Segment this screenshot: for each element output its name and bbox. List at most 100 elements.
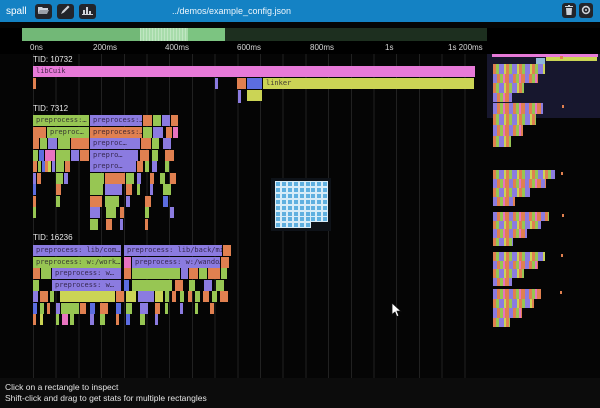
flame-bar[interactable]: [65, 161, 70, 172]
flame-bar[interactable]: [90, 173, 104, 184]
selected-rect-marker[interactable]: [316, 181, 323, 187]
selected-rect-marker[interactable]: [310, 216, 317, 223]
flame-bar[interactable]: [56, 173, 63, 184]
selected-rect-marker[interactable]: [275, 198, 281, 205]
flame-bar[interactable]: [124, 257, 131, 268]
flame-bar[interactable]: [40, 303, 44, 314]
flame-bar[interactable]: linker: [263, 78, 474, 89]
delete-trace-button[interactable]: [562, 3, 576, 18]
flame-bar[interactable]: [153, 115, 161, 126]
selected-rect-marker[interactable]: [286, 222, 293, 229]
flame-bar[interactable]: preproc…: [47, 127, 89, 138]
selected-rect-marker[interactable]: [322, 204, 329, 211]
flame-bar[interactable]: [212, 291, 217, 302]
flame-bar[interactable]: [223, 245, 231, 256]
flame-bar[interactable]: [181, 268, 188, 279]
selected-rect-marker[interactable]: [304, 186, 311, 193]
flame-bar[interactable]: [50, 291, 54, 302]
flame-bar[interactable]: [56, 196, 60, 207]
flame-bar[interactable]: [56, 303, 60, 314]
flame-bar[interactable]: [165, 303, 168, 314]
flame-bar[interactable]: [126, 173, 134, 184]
flame-bar[interactable]: [33, 303, 37, 314]
flame-bar[interactable]: [155, 314, 158, 325]
flame-bar[interactable]: [80, 150, 89, 161]
flame-bar[interactable]: [180, 291, 184, 302]
flame-bar[interactable]: [140, 150, 149, 161]
flame-bar[interactable]: [137, 184, 140, 195]
flame-bar[interactable]: [163, 184, 171, 195]
selected-rect-marker[interactable]: [316, 198, 323, 205]
flame-bar[interactable]: preprocess: w:/wando…: [132, 257, 220, 268]
flame-bar[interactable]: [60, 291, 115, 302]
selected-rect-marker[interactable]: [298, 181, 305, 187]
flame-bar[interactable]: [165, 150, 174, 161]
flame-view-button[interactable]: [78, 3, 96, 19]
flame-bar[interactable]: [71, 150, 79, 161]
selected-rect-marker[interactable]: [292, 186, 299, 193]
flame-bar[interactable]: [143, 115, 152, 126]
selected-rect-marker[interactable]: [298, 198, 305, 205]
flame-bar[interactable]: [180, 303, 183, 314]
selected-rect-marker[interactable]: [292, 210, 299, 217]
selected-rect-marker[interactable]: [280, 181, 287, 187]
flame-bar[interactable]: preproc…: [90, 138, 140, 149]
flame-bar[interactable]: [47, 303, 50, 314]
flame-bar[interactable]: [116, 314, 119, 325]
flame-bar[interactable]: [62, 314, 68, 325]
flame-bar[interactable]: [203, 291, 209, 302]
selected-rect-marker[interactable]: [316, 216, 323, 223]
flame-bar[interactable]: preprocess: w…: [52, 280, 121, 291]
flame-bar[interactable]: [132, 268, 180, 279]
selected-rect-marker[interactable]: [322, 186, 329, 193]
selected-rect-marker[interactable]: [286, 210, 293, 217]
selected-rect-marker[interactable]: [286, 198, 293, 205]
flame-bar[interactable]: [42, 161, 45, 172]
flame-bar[interactable]: [247, 78, 262, 89]
flame-bar[interactable]: [90, 184, 103, 195]
flame-bar[interactable]: prepro…: [90, 150, 138, 161]
flame-bar[interactable]: [173, 127, 178, 138]
flame-bar[interactable]: [141, 138, 151, 149]
selected-rect-marker[interactable]: [310, 186, 317, 193]
selected-rect-marker[interactable]: [322, 210, 329, 217]
edit-button[interactable]: [56, 3, 74, 19]
flame-bar[interactable]: [33, 314, 36, 325]
flame-bar[interactable]: [166, 127, 172, 138]
time-ruler[interactable]: 0ns 200ms 400ms 600ms 800ms 1s 1s 200ms: [0, 41, 600, 54]
flame-bar[interactable]: [150, 184, 153, 195]
flame-bar[interactable]: [137, 173, 141, 184]
flame-bar[interactable]: [48, 161, 51, 172]
flame-bar[interactable]: [33, 291, 38, 302]
selected-rect-marker[interactable]: [304, 216, 311, 223]
flame-bar[interactable]: [90, 196, 102, 207]
flame-bar[interactable]: [45, 150, 55, 161]
flame-bar[interactable]: preprocess:…: [90, 127, 142, 138]
flame-bar[interactable]: [138, 291, 154, 302]
selected-rect-marker[interactable]: [316, 192, 323, 199]
flame-bar[interactable]: [126, 303, 132, 314]
flame-bar[interactable]: [40, 314, 43, 325]
flame-bar[interactable]: [120, 207, 124, 218]
flame-bar[interactable]: [33, 196, 36, 207]
flame-bar[interactable]: [105, 184, 122, 195]
selected-rect-marker[interactable]: [292, 192, 299, 199]
selected-rect-marker[interactable]: [322, 192, 329, 199]
flame-bar[interactable]: [163, 196, 168, 207]
flame-bar[interactable]: [58, 138, 70, 149]
flame-bar[interactable]: [126, 291, 136, 302]
flame-bar[interactable]: [39, 150, 44, 161]
flame-bar[interactable]: [155, 303, 160, 314]
flame-bar[interactable]: [124, 268, 131, 279]
selected-rect-marker[interactable]: [292, 204, 299, 211]
selected-rect-marker[interactable]: [316, 204, 323, 211]
flame-bar[interactable]: preprocess: lib/back/mi…: [124, 245, 222, 256]
flame-bar[interactable]: [165, 291, 169, 302]
flame-bar[interactable]: [56, 184, 61, 195]
flame-bar[interactable]: [105, 173, 125, 184]
flame-bar[interactable]: [216, 280, 224, 291]
selected-rect-marker[interactable]: [280, 222, 287, 229]
flame-bar[interactable]: [124, 280, 129, 291]
flame-bar[interactable]: [171, 115, 178, 126]
flame-bar[interactable]: [100, 303, 108, 314]
